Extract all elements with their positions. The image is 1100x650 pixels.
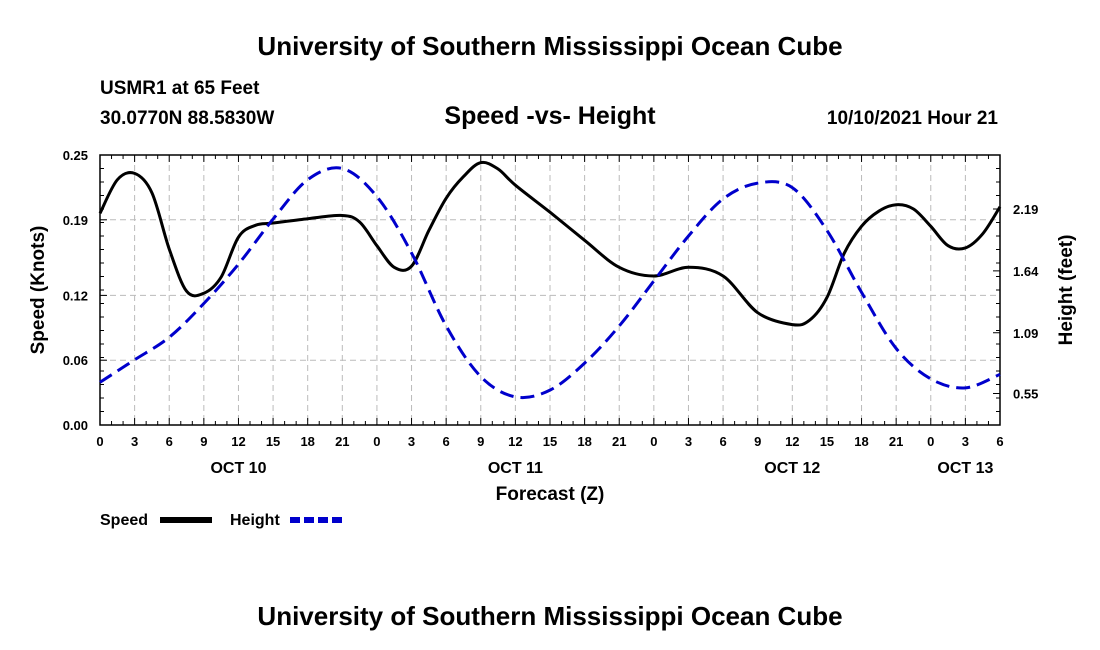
x-tick-label: 15 <box>820 434 834 449</box>
x-day-label: OCT 11 <box>488 460 543 477</box>
x-tick-label: 12 <box>508 434 522 449</box>
x-tick-label: 0 <box>650 434 657 449</box>
y-tick-label: 0.06 <box>63 353 88 368</box>
y-axis-title: Speed (Knots) <box>28 226 49 355</box>
y2-tick-label: 0.55 <box>1013 387 1038 402</box>
x-tick-label: 3 <box>131 434 138 449</box>
x-day-label: OCT 10 <box>210 460 266 477</box>
chart-header-title: University of Southern Mississippi Ocean… <box>257 31 842 61</box>
x-tick-label: 15 <box>266 434 280 449</box>
x-tick-label: 3 <box>408 434 415 449</box>
x-tick-label: 3 <box>685 434 692 449</box>
x-tick-label: 0 <box>927 434 934 449</box>
x-tick-label: 21 <box>889 434 903 449</box>
station-coordinates: 30.0770N 88.5830W <box>100 108 274 129</box>
y-tick-label: 0.00 <box>63 418 88 433</box>
x-tick-label: 6 <box>443 434 450 449</box>
y2-tick-label: 2.19 <box>1013 202 1038 217</box>
x-tick-label: 6 <box>166 434 173 449</box>
data-series <box>98 160 1002 400</box>
x-tick-label: 0 <box>96 434 103 449</box>
tick-labels: 0 3 6 9 12 15 18 21 0 3 6 9 12 15 18 21 0 3 6 9 12 15 18 21 0 3 6O… <box>63 148 1039 477</box>
y-tick-label: 0.12 <box>63 288 88 303</box>
x-tick-label: 21 <box>335 434 349 449</box>
x-tick-label: 0 <box>373 434 380 449</box>
x-tick-label: 6 <box>996 434 1003 449</box>
x-day-label: OCT 12 <box>764 460 820 477</box>
y-tick-label: 0.19 <box>63 213 88 228</box>
y-tick-label: 0.25 <box>63 148 88 163</box>
x-day-label: OCT 13 <box>937 460 993 477</box>
x-tick-label: 3 <box>962 434 969 449</box>
x-tick-label: 9 <box>754 434 761 449</box>
x-tick-label: 18 <box>854 434 868 449</box>
y2-axis-title: Height (feet) <box>1056 235 1077 346</box>
legend-height-label: Height <box>230 512 280 529</box>
y2-tick-label: 1.64 <box>1013 264 1039 279</box>
x-axis-title: Forecast (Z) <box>496 484 605 505</box>
y2-tick-label: 1.09 <box>1013 326 1038 341</box>
chart-title: Speed -vs- Height <box>444 102 656 130</box>
x-tick-label: 12 <box>231 434 245 449</box>
footer-title: University of Southern Mississippi Ocean… <box>257 601 842 631</box>
station-label: USMR1 at 65 Feet <box>100 78 260 99</box>
x-tick-label: 18 <box>577 434 591 449</box>
axis-ticks <box>99 154 1001 426</box>
x-tick-label: 9 <box>200 434 207 449</box>
gridlines <box>100 155 1000 425</box>
legend: Speed Height <box>100 512 342 529</box>
height-series-line <box>99 166 1001 400</box>
x-tick-label: 15 <box>543 434 557 449</box>
legend-speed-label: Speed <box>100 512 148 529</box>
x-tick-label: 12 <box>785 434 799 449</box>
x-tick-label: 9 <box>477 434 484 449</box>
x-tick-label: 21 <box>612 434 626 449</box>
forecast-datetime: 10/10/2021 Hour 21 <box>827 108 999 129</box>
x-tick-label: 18 <box>300 434 314 449</box>
x-tick-label: 6 <box>719 434 726 449</box>
speed-series-line <box>98 160 1002 327</box>
